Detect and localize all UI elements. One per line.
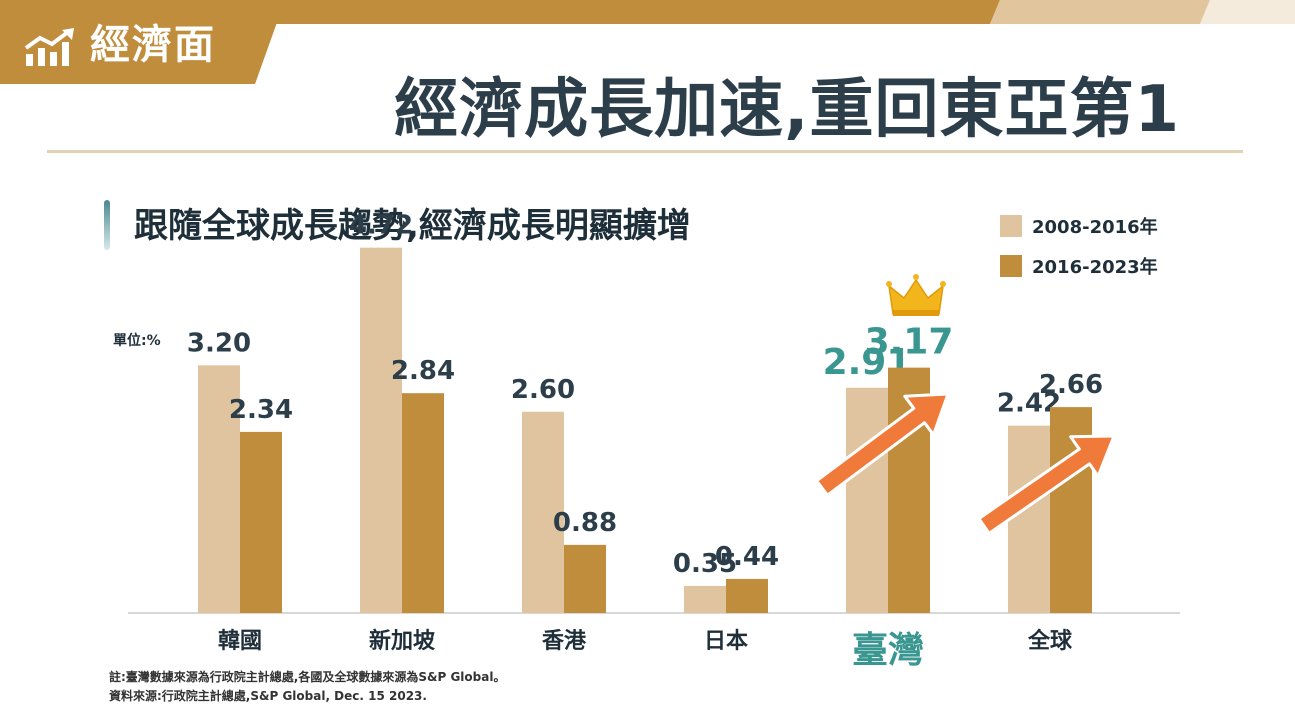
page-title: 經濟成長加速,重回東亞第1 <box>394 73 1180 147</box>
category-label-2: 香港 <box>542 629 587 654</box>
category-label-1: 新加坡 <box>369 628 435 654</box>
bar-2-1 <box>402 393 444 613</box>
data-label-1-1: 4.72 <box>349 211 413 241</box>
bar-1-3 <box>684 585 726 613</box>
bar-2-3 <box>726 578 768 613</box>
section-tag-label: 經濟面 <box>90 22 216 68</box>
unit-label: 單位:% <box>113 333 161 349</box>
data-label-2-2: 0.88 <box>553 508 617 538</box>
legend-swatch-series-1 <box>1000 215 1022 237</box>
legend-item-series-2: 2016-2023年 <box>1000 253 1158 279</box>
data-label-1-3: 0.35 <box>673 549 737 579</box>
data-label-2-0: 2.34 <box>229 395 293 425</box>
chart-subtitle: 跟隨全球成長趨勢,經濟成長明顯擴增 <box>134 206 691 246</box>
data-label-2-4: 3.17 <box>865 322 954 363</box>
legend-item-series-1: 2008-2016年 <box>1000 213 1158 239</box>
bar-1-2 <box>522 411 564 613</box>
bar-2-2 <box>564 544 606 613</box>
data-label-2-1: 2.84 <box>391 356 455 386</box>
title-divider <box>47 150 1243 153</box>
bar-1-1 <box>360 247 402 613</box>
crown-icon <box>886 274 946 316</box>
legend-label-series-1: 2008-2016年 <box>1032 217 1158 238</box>
subtitle-accent-bar <box>104 200 110 250</box>
legend-swatch-series-2 <box>1000 255 1022 277</box>
data-label-2-3: 0.44 <box>715 542 779 572</box>
section-tag-background <box>0 0 285 84</box>
source-note: 資料來源:行政院主計總處,S&P Global, Dec. 15 2023. <box>109 689 427 703</box>
bar-1-5 <box>1008 425 1050 613</box>
bar-2-0 <box>240 431 282 613</box>
category-label-4: 臺灣 <box>852 630 924 671</box>
bar-1-4 <box>846 387 888 613</box>
data-label-1-2: 2.60 <box>511 375 575 405</box>
category-label-5: 全球 <box>1027 628 1073 654</box>
data-label-2-5: 2.66 <box>1039 370 1103 400</box>
up-arrow-icon <box>815 392 950 497</box>
category-label-0: 韓國 <box>218 628 262 654</box>
legend-label-series-2: 2016-2023年 <box>1032 257 1158 278</box>
category-label-3: 日本 <box>704 629 748 654</box>
footnote: 註:臺灣數據來源為行政院主計總處,各國及全球數據來源為S&P Global。 <box>109 670 506 684</box>
data-label-1-0: 3.20 <box>187 328 251 358</box>
bar-1-0 <box>198 365 240 613</box>
up-arrow-icon-2 <box>977 434 1116 535</box>
growth-chart-icon <box>24 28 74 66</box>
